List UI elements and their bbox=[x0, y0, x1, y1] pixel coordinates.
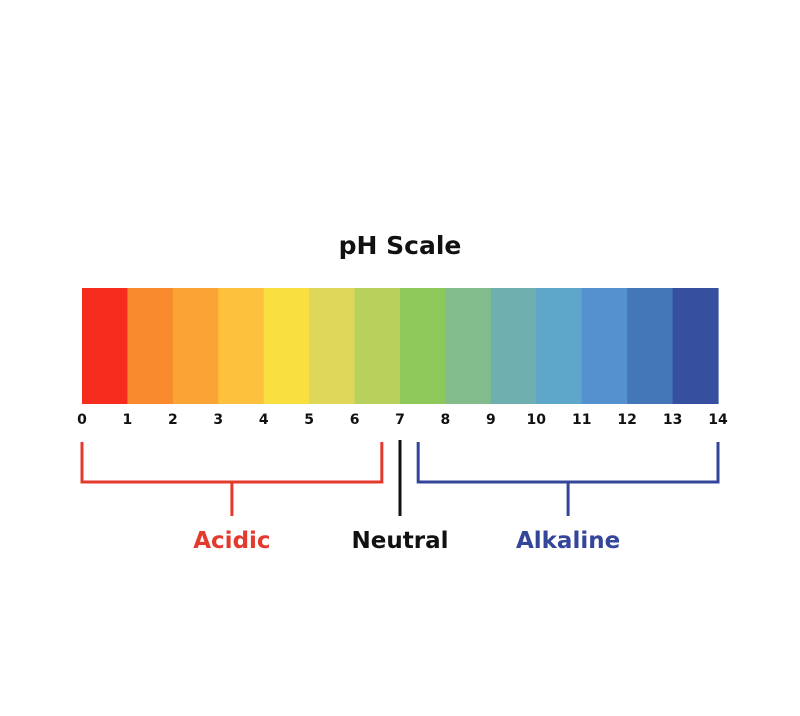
ph-segment-3 bbox=[218, 288, 265, 404]
tick-label-10: 10 bbox=[527, 412, 547, 428]
ph-segment-10 bbox=[536, 288, 583, 404]
tick-labels: 0 1 2 3 4 5 6 7 8 9 10 11 12 13 14 bbox=[77, 412, 728, 428]
ph-segment-11 bbox=[581, 288, 628, 404]
ph-segment-5 bbox=[309, 288, 356, 404]
ph-segment-9 bbox=[490, 288, 537, 404]
tick-label-14: 14 bbox=[708, 412, 728, 428]
ph-segment-13 bbox=[672, 288, 719, 404]
tick-label-6: 6 bbox=[350, 412, 360, 428]
neutral-label: Neutral bbox=[352, 528, 449, 554]
ph-segment-1 bbox=[127, 288, 174, 404]
ph-segment-2 bbox=[172, 288, 219, 404]
tick-label-4: 4 bbox=[259, 412, 269, 428]
ph-segment-7 bbox=[400, 288, 447, 404]
tick-label-13: 13 bbox=[663, 412, 682, 428]
tick-label-11: 11 bbox=[572, 412, 591, 428]
tick-label-8: 8 bbox=[441, 412, 451, 428]
ph-segment-4 bbox=[263, 288, 310, 404]
tick-label-2: 2 bbox=[168, 412, 178, 428]
tick-label-12: 12 bbox=[617, 412, 636, 428]
alkaline-bracket: Alkaline bbox=[416, 442, 720, 554]
alkaline-label: Alkaline bbox=[516, 528, 620, 554]
alkaline-bracket-line bbox=[416, 442, 720, 516]
color-bar bbox=[82, 288, 719, 404]
ph-segment-12 bbox=[627, 288, 674, 404]
acidic-bracket-line bbox=[80, 442, 384, 516]
ph-segment-6 bbox=[354, 288, 401, 404]
tick-label-5: 5 bbox=[304, 412, 314, 428]
diagram-title: pH Scale bbox=[339, 231, 462, 260]
tick-label-1: 1 bbox=[123, 412, 133, 428]
acidic-bracket: Acidic bbox=[80, 442, 384, 554]
acidic-label: Acidic bbox=[193, 528, 270, 554]
tick-label-7: 7 bbox=[395, 412, 405, 428]
ph-segment-8 bbox=[445, 288, 492, 404]
tick-label-3: 3 bbox=[213, 412, 223, 428]
tick-label-0: 0 bbox=[77, 412, 87, 428]
tick-label-9: 9 bbox=[486, 412, 496, 428]
ph-segment-0 bbox=[82, 288, 129, 404]
neutral-marker: Neutral bbox=[352, 440, 449, 554]
